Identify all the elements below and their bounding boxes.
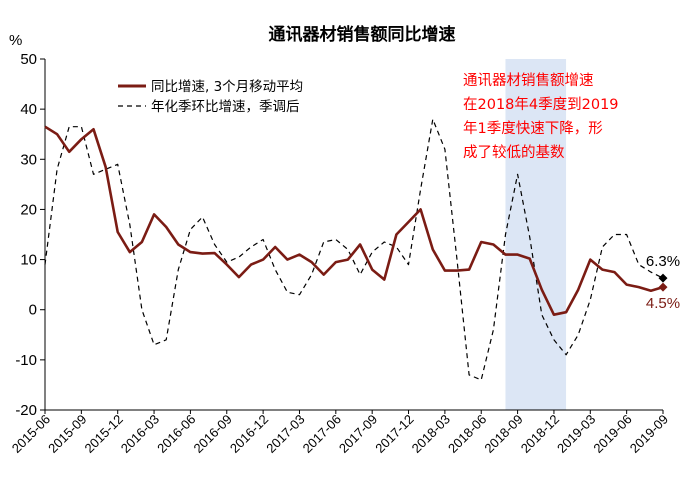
series-line-moving-average <box>44 125 664 317</box>
legend-label-annualized: 年化季环比增速，季调后 <box>151 99 300 115</box>
y-unit-label: % <box>9 32 22 49</box>
end-value-label: 4.5% <box>646 295 680 312</box>
legend: 同比增速, 3个月移动平均 年化季环比增速，季调后 <box>118 79 303 115</box>
shaded-region-layer <box>505 59 567 410</box>
y-tick-label: 0 <box>29 302 37 319</box>
annotation-line-2: 在2018年4季度到2019 <box>463 96 619 113</box>
y-tick-label: 20 <box>20 201 37 218</box>
chart-title: 通讯器材销售额同比增速 <box>269 24 456 45</box>
end-marker <box>658 273 668 283</box>
end-markers: 6.3% 4.5% <box>646 253 680 312</box>
end-value-label: 6.3% <box>646 253 680 270</box>
y-tick-label: 10 <box>20 252 37 269</box>
y-tick-label: 40 <box>20 101 37 118</box>
y-tick-label: 30 <box>20 151 37 168</box>
y-tick-label: 50 <box>20 51 37 68</box>
y-tick-labels: 50 40 30 20 10 0 -10 -20 <box>15 51 37 419</box>
legend-label-moving-average: 同比增速, 3个月移动平均 <box>151 79 303 95</box>
series-lines <box>44 118 664 381</box>
annotation-line-1: 通讯器材销售额增速 <box>463 72 594 89</box>
shaded-region <box>505 59 567 410</box>
series-line-annualized <box>44 118 664 381</box>
axes <box>40 58 664 414</box>
y-tick-label: -20 <box>15 402 37 419</box>
annotation: 通讯器材销售额增速 在2018年4季度到2019 年1季度快速下降，形 成了较低… <box>463 72 619 161</box>
y-tick-label: -10 <box>15 352 37 369</box>
end-marker <box>658 282 668 292</box>
annotation-line-3: 年1季度快速下降，形 <box>463 120 603 137</box>
annotation-line-4: 成了较低的基数 <box>463 143 565 161</box>
